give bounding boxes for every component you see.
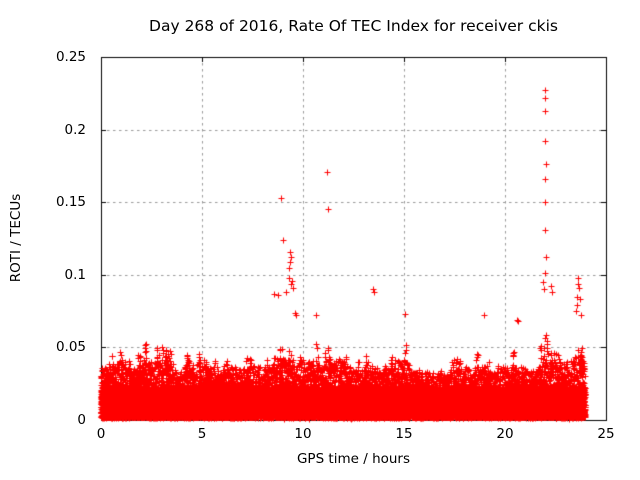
y-tick-label: 0.15 — [55, 194, 86, 210]
x-tick-label: 10 — [294, 426, 312, 442]
x-tick-label: 15 — [395, 426, 413, 442]
x-tick-label: 0 — [96, 426, 106, 442]
x-axis-label: GPS time / hours — [296, 451, 411, 467]
chart-title: Day 268 of 2016, Rate Of TEC Index for r… — [149, 17, 558, 35]
y-tick-label: 0.05 — [55, 339, 86, 355]
y-tick-label: 0.1 — [64, 267, 86, 283]
x-tick-label: 25 — [597, 426, 615, 442]
y-tick-label: 0.2 — [64, 122, 86, 138]
x-tick-label: 20 — [496, 426, 514, 442]
y-tick-label: 0.25 — [55, 49, 86, 65]
x-tick-label: 5 — [197, 426, 207, 442]
y-tick-label: 0 — [77, 412, 86, 428]
